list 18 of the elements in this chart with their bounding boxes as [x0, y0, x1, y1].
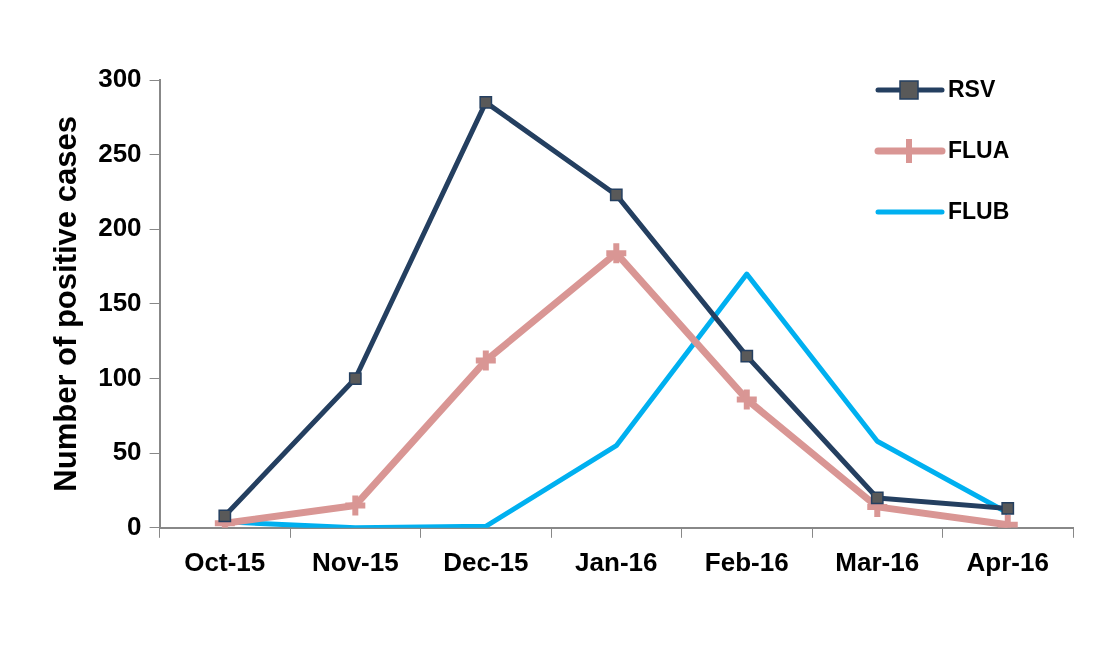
y-axis-title: Number of positive cases: [48, 116, 84, 492]
y-tick-label: 50: [112, 436, 142, 467]
x-tick-label: Feb-16: [704, 546, 789, 577]
x-tick-label: Mar-16: [835, 546, 920, 577]
x-tick-label: Apr-16: [966, 546, 1049, 577]
legend-label: FLUB: [948, 198, 1010, 225]
y-tick-label: 300: [98, 63, 142, 94]
x-tick-label: Oct-15: [184, 546, 266, 577]
x-tick-label: Nov-15: [311, 546, 399, 577]
y-tick-label: 0: [127, 510, 142, 541]
y-tick-label: 100: [98, 361, 142, 392]
legend-label: FLUA: [948, 137, 1010, 164]
x-tick-label: Dec-15: [443, 546, 529, 577]
y-tick-label: 250: [98, 137, 142, 168]
y-tick-label: 200: [98, 212, 142, 243]
legend-label: RSV: [948, 76, 996, 103]
x-tick-label: Jan-16: [575, 546, 658, 577]
y-tick-label: 150: [98, 287, 142, 318]
